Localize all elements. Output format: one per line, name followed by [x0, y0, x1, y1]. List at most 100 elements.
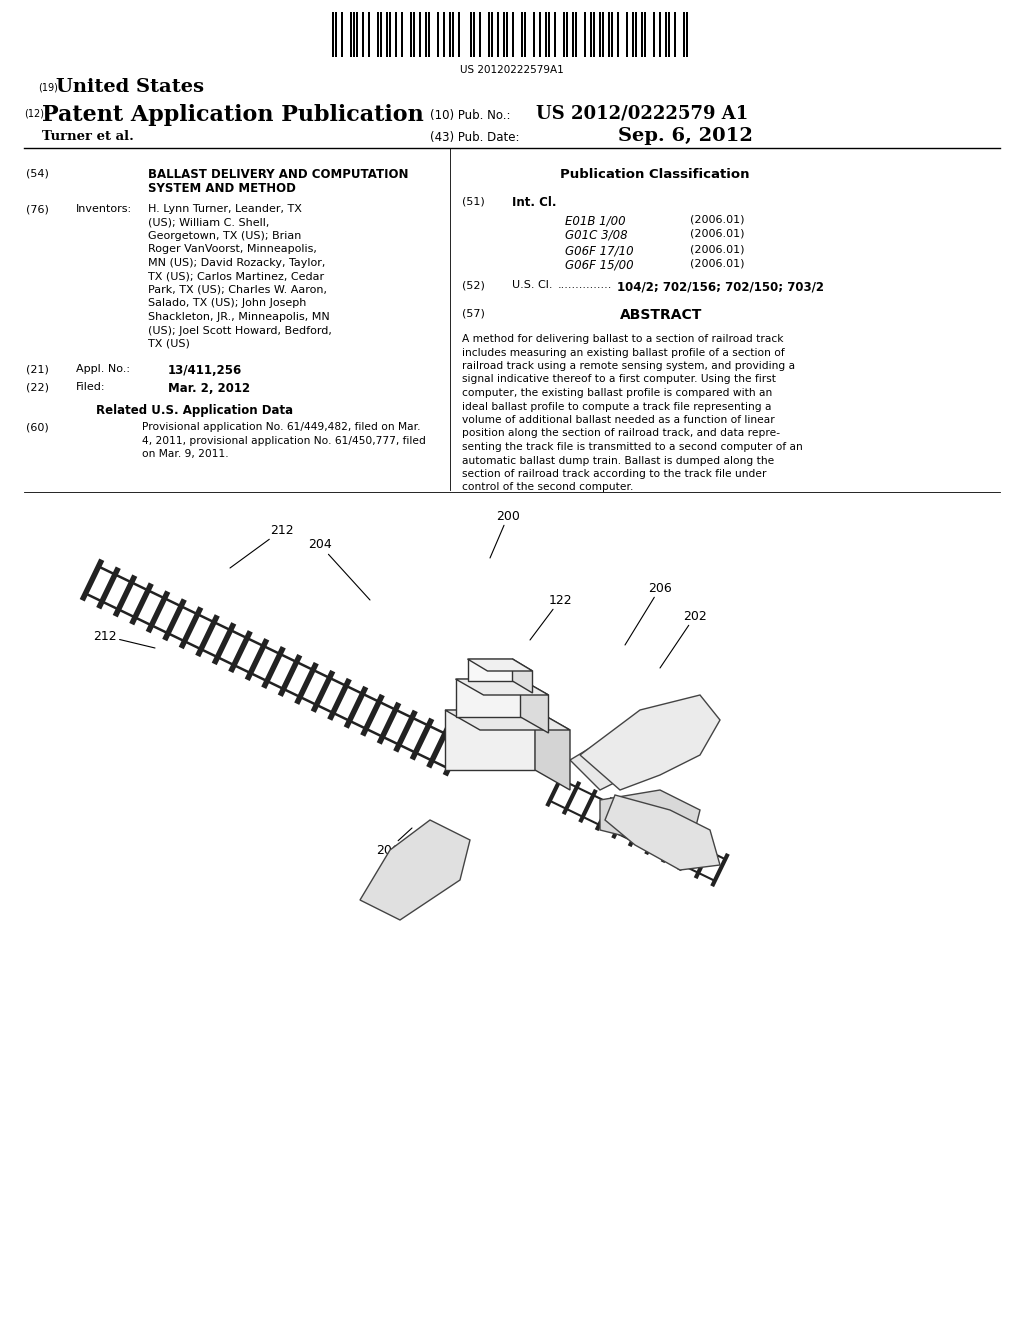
Text: 206: 206 [625, 582, 672, 645]
Text: ABSTRACT: ABSTRACT [620, 308, 702, 322]
Polygon shape [605, 795, 720, 870]
Text: G01C 3/08: G01C 3/08 [565, 228, 628, 242]
Text: automatic ballast dump train. Ballast is dumped along the: automatic ballast dump train. Ballast is… [462, 455, 774, 466]
Text: Inventors:: Inventors: [76, 205, 132, 214]
Text: (US); William C. Shell,: (US); William C. Shell, [148, 218, 269, 227]
Bar [413, 12, 416, 57]
Bar [608, 12, 610, 57]
Text: G06F 15/00: G06F 15/00 [565, 259, 634, 272]
Text: (43) Pub. Date:: (43) Pub. Date: [430, 131, 519, 144]
Bar [665, 12, 668, 57]
Bar [611, 12, 613, 57]
Text: G06F 17/10: G06F 17/10 [565, 244, 634, 257]
Bar [575, 12, 578, 57]
Bar [473, 12, 475, 57]
Text: Appl. No.:: Appl. No.: [76, 364, 130, 374]
Text: (57): (57) [462, 308, 485, 318]
Bar [644, 12, 646, 57]
Text: Publication Classification: Publication Classification [560, 168, 750, 181]
Text: US 20120222579A1: US 20120222579A1 [460, 65, 564, 75]
Text: (54): (54) [26, 168, 49, 178]
Bar [590, 12, 593, 57]
Bar [341, 12, 343, 57]
Bar [419, 12, 422, 57]
Text: 13/411,256: 13/411,256 [168, 364, 243, 378]
Bar [353, 12, 355, 57]
Bar [617, 12, 620, 57]
Polygon shape [580, 696, 720, 789]
Text: Int. Cl.: Int. Cl. [512, 195, 556, 209]
Text: position along the section of railroad track, and data repre-: position along the section of railroad t… [462, 429, 780, 438]
Bar [443, 12, 445, 57]
Polygon shape [512, 659, 532, 693]
Bar [545, 12, 548, 57]
Text: ...............: ............... [558, 280, 612, 290]
Bar [512, 12, 514, 57]
Polygon shape [445, 710, 535, 770]
Text: volume of additional ballast needed as a function of linear: volume of additional ballast needed as a… [462, 414, 775, 425]
Text: TX (US): TX (US) [148, 339, 189, 348]
Bar [350, 12, 352, 57]
Bar [659, 12, 662, 57]
Bar [668, 12, 671, 57]
Text: (19): (19) [38, 82, 58, 92]
Bar [380, 12, 382, 57]
Bar [674, 12, 677, 57]
Polygon shape [456, 678, 549, 696]
Bar [335, 12, 338, 57]
Bar [593, 12, 596, 57]
Text: on Mar. 9, 2011.: on Mar. 9, 2011. [142, 449, 228, 459]
Text: ideal ballast profile to compute a track file representing a: ideal ballast profile to compute a track… [462, 401, 771, 412]
Text: Georgetown, TX (US); Brian: Georgetown, TX (US); Brian [148, 231, 301, 242]
Text: 200: 200 [490, 510, 520, 558]
Text: U.S. Cl.: U.S. Cl. [512, 280, 553, 290]
Text: Patent Application Publication: Patent Application Publication [42, 104, 424, 125]
Text: 212: 212 [93, 630, 155, 648]
Text: (21): (21) [26, 364, 49, 374]
Text: (US); Joel Scott Howard, Bedford,: (US); Joel Scott Howard, Bedford, [148, 326, 332, 335]
Text: senting the track file is transmitted to a second computer of an: senting the track file is transmitted to… [462, 442, 803, 451]
Text: Sep. 6, 2012: Sep. 6, 2012 [618, 127, 753, 145]
Bar [356, 12, 358, 57]
Text: Salado, TX (US); John Joseph: Salado, TX (US); John Joseph [148, 298, 306, 309]
Text: 212: 212 [230, 524, 294, 568]
Text: BALLAST DELIVERY AND COMPUTATION: BALLAST DELIVERY AND COMPUTATION [148, 168, 409, 181]
Polygon shape [520, 678, 549, 733]
Text: Turner et al.: Turner et al. [42, 129, 134, 143]
Bar [635, 12, 638, 57]
Text: 122: 122 [530, 594, 571, 640]
Text: 204: 204 [308, 539, 370, 601]
Text: Roger VanVoorst, Minneapolis,: Roger VanVoorst, Minneapolis, [148, 244, 316, 255]
Text: SYSTEM AND METHOD: SYSTEM AND METHOD [148, 181, 296, 194]
Bar [386, 12, 388, 57]
Bar [686, 12, 688, 57]
Bar [332, 12, 335, 57]
Text: railroad track using a remote sensing system, and providing a: railroad track using a remote sensing sy… [462, 360, 795, 371]
Bar [428, 12, 430, 57]
Bar [479, 12, 481, 57]
Polygon shape [468, 659, 512, 681]
Polygon shape [456, 678, 520, 717]
Text: (52): (52) [462, 280, 485, 290]
Text: Provisional application No. 61/449,482, filed on Mar.: Provisional application No. 61/449,482, … [142, 422, 421, 432]
Text: (2006.01): (2006.01) [690, 228, 744, 239]
Text: H. Lynn Turner, Leander, TX: H. Lynn Turner, Leander, TX [148, 205, 302, 214]
Text: (2006.01): (2006.01) [690, 259, 744, 269]
Bar [490, 12, 494, 57]
Bar [602, 12, 604, 57]
Text: 104/2; 702/156; 702/150; 703/2: 104/2; 702/156; 702/150; 703/2 [617, 280, 824, 293]
Bar [566, 12, 568, 57]
Bar [554, 12, 556, 57]
Bar [425, 12, 427, 57]
Text: E01B 1/00: E01B 1/00 [565, 214, 626, 227]
Bar [362, 12, 365, 57]
Bar [641, 12, 643, 57]
Text: 4, 2011, provisional application No. 61/450,777, filed: 4, 2011, provisional application No. 61/… [142, 436, 426, 446]
Bar [503, 12, 506, 57]
Polygon shape [445, 710, 570, 730]
Text: TX (US); Carlos Martinez, Cedar: TX (US); Carlos Martinez, Cedar [148, 272, 325, 281]
Text: (60): (60) [26, 422, 49, 432]
Bar [563, 12, 565, 57]
Polygon shape [535, 710, 570, 789]
Text: 202: 202 [660, 610, 707, 668]
